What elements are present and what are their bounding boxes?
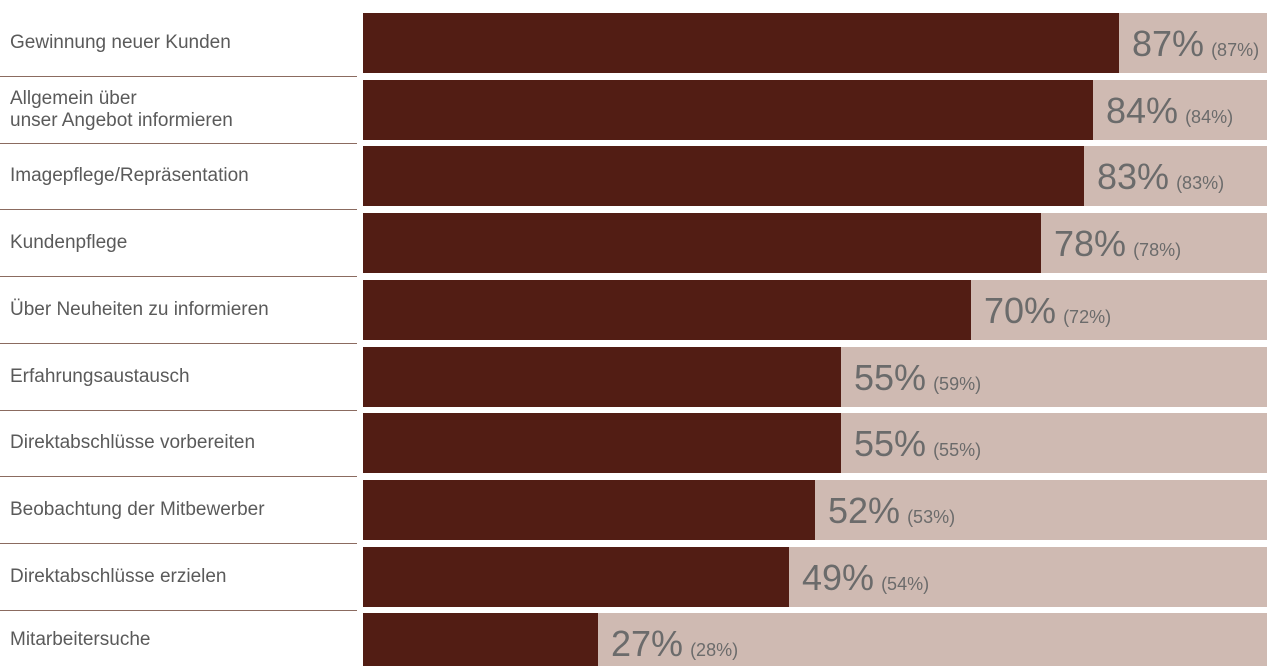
value-label: 78% bbox=[1054, 223, 1127, 264]
row-separator bbox=[0, 76, 357, 77]
value-label: 84% bbox=[1106, 90, 1179, 131]
row-separator bbox=[0, 543, 357, 544]
category-label: Direktabschlüsse erzielen bbox=[10, 566, 227, 587]
category-label: Erfahrungsaustausch bbox=[10, 366, 190, 387]
previous-value-label: (28%) bbox=[690, 640, 739, 660]
bar bbox=[363, 213, 1041, 273]
previous-value-label: (78%) bbox=[1133, 240, 1182, 260]
previous-value-label: (87%) bbox=[1211, 40, 1260, 60]
bar bbox=[363, 547, 789, 607]
value-label: 55% bbox=[854, 357, 927, 398]
value-label-group: 49% (54%) bbox=[802, 557, 929, 599]
value-label: 83% bbox=[1097, 156, 1170, 197]
value-label-group: 87% (87%) bbox=[1132, 23, 1259, 65]
previous-value-label: (72%) bbox=[1063, 307, 1112, 327]
value-label: 27% bbox=[611, 623, 684, 664]
category-label: Allgemein über unser Angebot informieren bbox=[10, 88, 233, 131]
value-label: 70% bbox=[984, 290, 1057, 331]
bar bbox=[363, 280, 971, 340]
previous-value-label: (59%) bbox=[933, 374, 982, 394]
category-label: Mitarbeitersuche bbox=[10, 628, 151, 650]
bar bbox=[363, 413, 841, 473]
value-label: 52% bbox=[828, 490, 901, 531]
category-label: Gewinnung neuer Kunden bbox=[10, 32, 231, 53]
value-label: 87% bbox=[1132, 23, 1205, 64]
value-label-group: 55% (59%) bbox=[854, 357, 981, 399]
value-label: 55% bbox=[854, 423, 927, 464]
previous-value-label: (53%) bbox=[907, 507, 956, 527]
value-label: 49% bbox=[802, 557, 875, 598]
bar bbox=[363, 146, 1084, 206]
row-separator bbox=[0, 476, 357, 477]
value-label-group: 27% (28%) bbox=[611, 623, 738, 665]
value-label-group: 78% (78%) bbox=[1054, 223, 1181, 265]
category-label: Kundenpflege bbox=[10, 232, 128, 253]
bar bbox=[363, 347, 841, 407]
value-label-group: 52% (53%) bbox=[828, 490, 955, 532]
row-separator bbox=[0, 343, 357, 344]
bar bbox=[363, 80, 1093, 140]
category-label: Imagepflege/Repräsentation bbox=[10, 165, 249, 186]
row-separator bbox=[0, 410, 357, 411]
row-separator bbox=[0, 276, 357, 277]
previous-value-label: (83%) bbox=[1176, 173, 1225, 193]
row-separator bbox=[0, 143, 357, 144]
bar bbox=[363, 613, 598, 666]
value-label-group: 70% (72%) bbox=[984, 290, 1111, 332]
row-separator bbox=[0, 209, 357, 210]
previous-value-label: (55%) bbox=[933, 440, 982, 460]
category-label: Direktabschlüsse vorbereiten bbox=[10, 432, 256, 453]
value-label-group: 84% (84%) bbox=[1106, 90, 1233, 132]
previous-value-label: (84%) bbox=[1185, 107, 1234, 127]
value-label-group: 55% (55%) bbox=[854, 423, 981, 465]
row-separator bbox=[0, 610, 357, 611]
bar bbox=[363, 480, 815, 540]
previous-value-label: (54%) bbox=[881, 574, 930, 594]
category-label: Beobachtung der Mitbewerber bbox=[10, 499, 265, 520]
category-label: Über Neuheiten zu informieren bbox=[10, 299, 269, 320]
value-label-group: 83% (83%) bbox=[1097, 156, 1224, 198]
bar bbox=[363, 13, 1119, 73]
